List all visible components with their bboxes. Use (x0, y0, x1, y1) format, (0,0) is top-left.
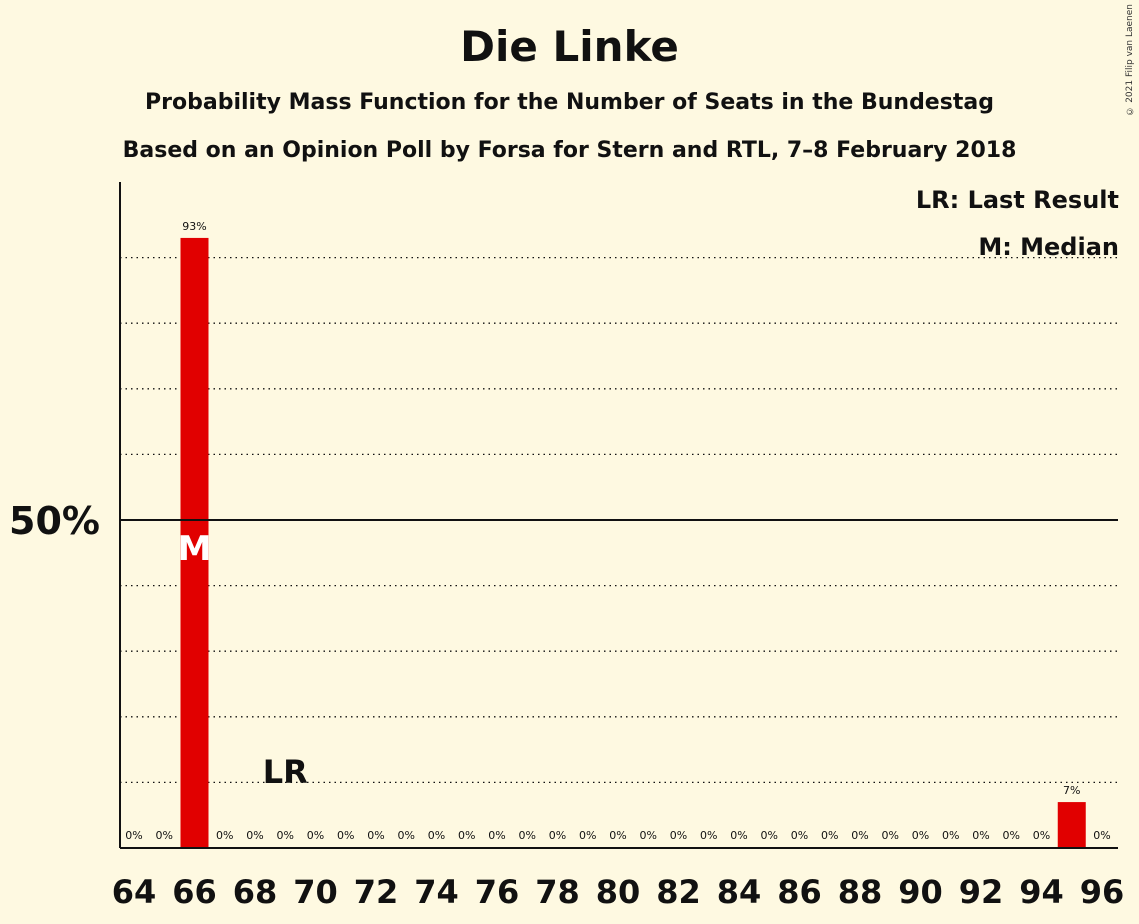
chart-title: Die Linke (460, 22, 679, 71)
legend-last-result: LR: Last Result (915, 186, 1119, 214)
bar (1057, 802, 1086, 848)
x-tick-label: 68 (233, 873, 278, 911)
median-marker: M (178, 529, 212, 569)
x-tick-label: 80 (596, 873, 641, 911)
bar (180, 237, 209, 849)
chart-subtitle-poll: Based on an Opinion Poll by Forsa for St… (122, 138, 1017, 163)
chart-subtitle: Probability Mass Function for the Number… (145, 90, 994, 115)
y-tick-label: 50% (9, 499, 100, 543)
bar-data-label: 0% (488, 829, 505, 842)
x-tick-label: 94 (1019, 873, 1064, 911)
bar-data-label: 0% (1003, 829, 1020, 842)
bar-data-label: 0% (972, 829, 989, 842)
x-tick-label: 88 (838, 873, 883, 911)
bar-data-label: 0% (609, 829, 626, 842)
bar-data-label: 0% (216, 829, 233, 842)
x-tick-label: 90 (898, 873, 943, 911)
bar-data-label: 0% (398, 829, 415, 842)
bar-data-label: 0% (156, 829, 173, 842)
x-tick-label: 86 (777, 873, 822, 911)
bar-data-label: 0% (367, 829, 384, 842)
bar-data-label: 0% (670, 829, 687, 842)
bar-data-label: 0% (761, 829, 778, 842)
x-tick-label: 70 (293, 873, 338, 911)
x-tick-label: 66 (172, 873, 217, 911)
bar-data-label: 0% (458, 829, 475, 842)
bar-data-label: 0% (579, 829, 596, 842)
bar-data-label: 0% (882, 829, 899, 842)
bar-data-label: 0% (337, 829, 354, 842)
x-tick-label: 64 (112, 873, 157, 911)
bar-data-label: 0% (1093, 829, 1110, 842)
bar-data-label: 0% (730, 829, 747, 842)
x-tick-label: 76 (475, 873, 520, 911)
x-tick-label: 92 (959, 873, 1004, 911)
bar-data-label: 93% (182, 220, 206, 233)
x-tick-label: 96 (1080, 873, 1125, 911)
bar-data-label: 0% (851, 829, 868, 842)
bar-data-label: 0% (942, 829, 959, 842)
bar-data-label: 0% (428, 829, 445, 842)
bar-data-label: 0% (700, 829, 717, 842)
x-tick-label: 82 (656, 873, 701, 911)
bar-data-label: 0% (912, 829, 929, 842)
x-tick-label: 78 (535, 873, 580, 911)
bar-data-label: 7% (1063, 784, 1080, 797)
bar-data-label: 0% (246, 829, 263, 842)
bar-data-label: 0% (125, 829, 142, 842)
bar-data-label: 0% (549, 829, 566, 842)
bar-data-label: 0% (791, 829, 808, 842)
bar-data-label: 0% (640, 829, 657, 842)
bar-data-label: 0% (277, 829, 294, 842)
x-tick-label: 84 (717, 873, 762, 911)
bar-data-label: 0% (307, 829, 324, 842)
legend-median: M: Median (978, 233, 1119, 261)
last-result-marker: LR (263, 753, 308, 791)
bar-data-label: 0% (519, 829, 536, 842)
x-tick-label: 74 (414, 873, 459, 911)
x-tick-label: 72 (354, 873, 399, 911)
bar-data-label: 0% (1033, 829, 1050, 842)
bar-data-label: 0% (821, 829, 838, 842)
